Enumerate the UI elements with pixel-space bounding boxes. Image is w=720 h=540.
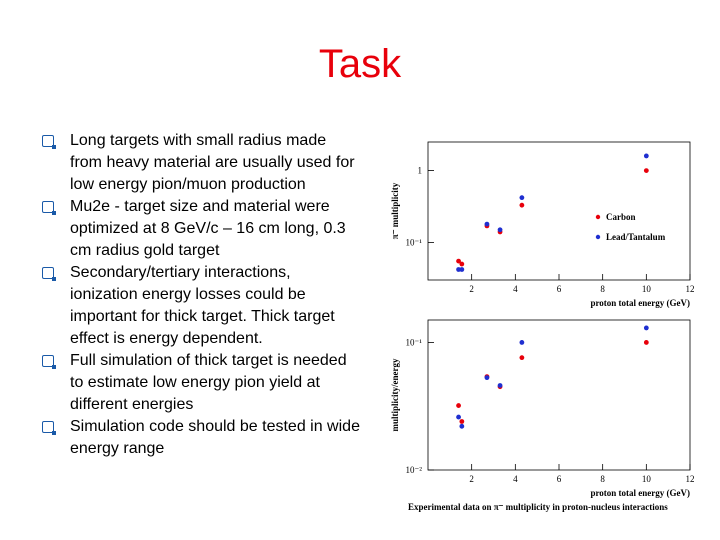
data-point bbox=[519, 355, 525, 361]
x-axis-label: proton total energy (GeV) bbox=[590, 488, 690, 498]
y-axis-label: π⁻ multiplicity bbox=[390, 182, 400, 239]
data-point bbox=[643, 340, 649, 345]
x-tick-label: 12 bbox=[686, 474, 695, 484]
y-tick-label: 10⁻¹ bbox=[406, 337, 423, 347]
bullet-item: Mu2e - target size and material were opt… bbox=[42, 196, 362, 262]
checkbox-bullet-icon bbox=[42, 355, 56, 369]
y-tick-label: 1 bbox=[418, 166, 423, 176]
legend-label: Carbon bbox=[606, 212, 636, 222]
bullet-text: Secondary/tertiary interactions, ionizat… bbox=[70, 264, 335, 347]
legend-marker bbox=[595, 234, 601, 240]
data-point bbox=[497, 383, 503, 388]
x-tick-label: 12 bbox=[686, 284, 695, 294]
multiplicity-figure: 2 4 6 8 10 12 1 10⁻¹ proton total energy (GeV) π⁻… bbox=[390, 141, 695, 512]
y-axis-label: multiplicity/energy bbox=[390, 358, 400, 431]
bullet-item: Simulation code should be tested in wide… bbox=[42, 416, 362, 460]
data-point bbox=[459, 267, 465, 272]
x-tick-label: 4 bbox=[513, 474, 518, 484]
plot-frame bbox=[427, 319, 691, 471]
x-axis-label: proton total energy (GeV) bbox=[590, 298, 690, 308]
data-point bbox=[519, 340, 525, 345]
checkbox-bullet-icon bbox=[42, 421, 56, 435]
data-point bbox=[484, 221, 490, 227]
x-tick-label: 8 bbox=[600, 284, 605, 294]
bullet-text: Long targets with small radius made from… bbox=[70, 132, 355, 193]
x-tick-label: 6 bbox=[557, 474, 562, 484]
x-tick-label: 8 bbox=[600, 474, 605, 484]
data-point bbox=[456, 258, 461, 264]
data-point bbox=[643, 325, 649, 331]
bullet-text: Mu2e - target size and material were opt… bbox=[70, 198, 346, 259]
figure-caption: Experimental data on π⁻ multiplicity in … bbox=[408, 502, 668, 512]
data-point bbox=[459, 419, 465, 424]
x-tick-label: 4 bbox=[513, 284, 518, 294]
y-tick-label: 10⁻¹ bbox=[406, 237, 423, 247]
data-point bbox=[484, 375, 490, 381]
y-tick-label: 10⁻² bbox=[406, 465, 423, 475]
data-point bbox=[643, 168, 649, 173]
bullet-text: Full simulation of thick target is neede… bbox=[70, 352, 347, 413]
bullet-item: Secondary/tertiary interactions, ionizat… bbox=[42, 262, 362, 350]
x-tick-label: 10 bbox=[642, 284, 652, 294]
legend-marker bbox=[595, 214, 601, 220]
data-point bbox=[456, 414, 461, 420]
x-tick-label: 10 bbox=[642, 474, 652, 484]
data-point bbox=[459, 423, 465, 429]
bullet-text: Simulation code should be tested in wide… bbox=[70, 418, 360, 457]
multiplicity-chart: 2 4 6 8 10 12 1 10⁻¹ proton total energy (GeV) π⁻… bbox=[390, 141, 695, 308]
data-point bbox=[519, 195, 525, 201]
legend-label: Lead/Tantalum bbox=[606, 232, 666, 242]
x-tick-label: 6 bbox=[557, 284, 562, 294]
data-point bbox=[459, 261, 465, 267]
x-tick-label: 2 bbox=[469, 284, 474, 294]
data-point bbox=[519, 202, 525, 208]
data-point bbox=[497, 227, 503, 233]
bullet-item: Full simulation of thick target is neede… bbox=[42, 350, 362, 416]
bullet-item: Long targets with small radius made from… bbox=[42, 130, 362, 196]
checkbox-bullet-icon bbox=[42, 135, 56, 149]
data-point bbox=[643, 153, 649, 159]
x-tick-label: 2 bbox=[469, 474, 474, 484]
data-point bbox=[456, 403, 461, 408]
checkbox-bullet-icon bbox=[42, 201, 56, 215]
plot-frame bbox=[427, 141, 691, 281]
bullet-list: Long targets with small radius made from… bbox=[42, 130, 362, 460]
multiplicity-per-energy-chart: 2 4 6 8 10 12 10⁻¹ 10⁻² proton total energy (GeV… bbox=[390, 319, 695, 498]
checkbox-bullet-icon bbox=[42, 267, 56, 281]
slide-title: Task bbox=[318, 42, 402, 86]
